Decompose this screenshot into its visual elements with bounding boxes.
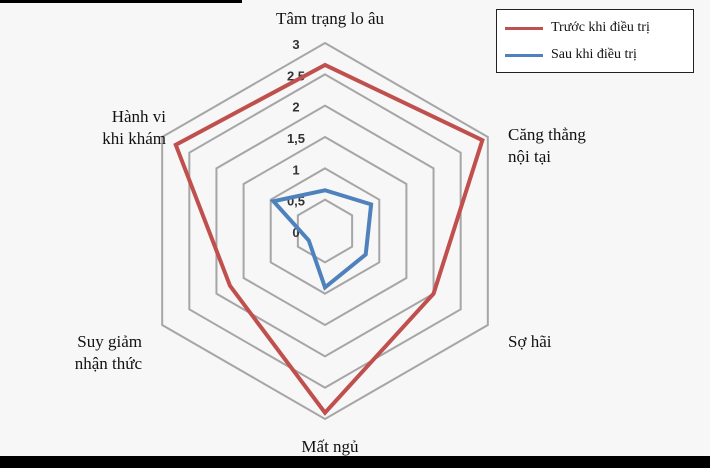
axis-label-internal-tension: Căng thẳng nội tại bbox=[508, 125, 586, 166]
grid-ring-6 bbox=[161, 41, 489, 421]
tick-label: 3 bbox=[292, 37, 299, 52]
grid-ring-5 bbox=[188, 73, 462, 389]
axis-label-anxiety: Tâm trạng lo âu bbox=[275, 9, 385, 28]
series-line-after bbox=[269, 188, 374, 291]
top-border bbox=[0, 0, 242, 3]
grid-ring-2 bbox=[269, 167, 381, 295]
legend-label-before: Trước khi điều trị bbox=[551, 20, 650, 35]
axis-label-exam-behavior: Hành vi khi khám bbox=[102, 107, 166, 148]
axis-label-fear: Sợ hãi bbox=[508, 332, 552, 351]
series-line-before bbox=[173, 62, 485, 416]
radar-grid bbox=[161, 41, 489, 421]
grid-ring-4 bbox=[215, 104, 435, 358]
tick-label: 1 bbox=[292, 162, 299, 177]
bottom-border bbox=[0, 456, 710, 468]
legend-item-after: Sau khi điều trị bbox=[505, 45, 637, 65]
legend: Trước khi điều trị Sau khi điều trị bbox=[496, 9, 694, 73]
tick-label: 0 bbox=[292, 225, 299, 240]
grid-ring-1 bbox=[296, 198, 354, 264]
tick-label: 2 bbox=[292, 100, 299, 115]
axis-label-cognitive-decline: Suy giảm nhận thức bbox=[74, 332, 142, 373]
legend-item-before: Trước khi điều trị bbox=[505, 18, 650, 38]
legend-swatch-after bbox=[505, 53, 543, 57]
legend-label-after: Sau khi điều trị bbox=[551, 47, 637, 62]
legend-swatch-before bbox=[505, 26, 543, 30]
axis-label-insomnia: Mất ngủ bbox=[301, 437, 359, 456]
tick-label: 1,5 bbox=[287, 131, 305, 146]
grid-ring-3 bbox=[242, 135, 408, 327]
radial-tick-labels: 00,511,522,53 bbox=[287, 37, 305, 240]
series-layer bbox=[173, 62, 485, 416]
